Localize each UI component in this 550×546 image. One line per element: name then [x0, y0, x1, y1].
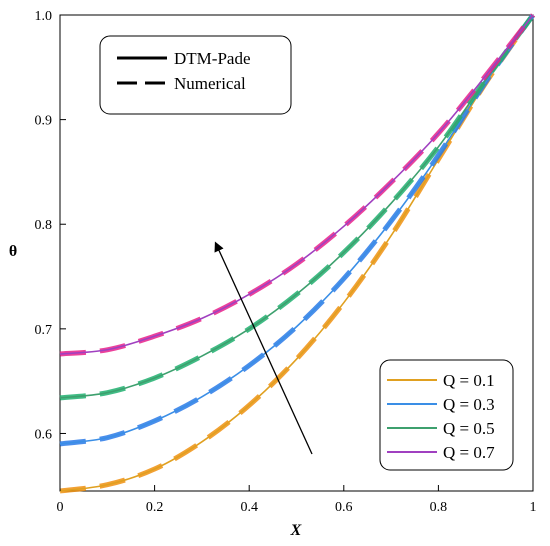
y-tick-label: 0.8: [35, 218, 53, 233]
style-legend-label-numerical: Numerical: [174, 74, 246, 93]
ticks-layer: 0 0.2 0.4 0.6 0.8 1 0.6 0.7 0.8 0.9 1.0: [35, 9, 537, 515]
x-tick-label: 0.2: [146, 500, 164, 515]
dtm-pade-line-2: [59, 14, 534, 445]
y-tick-label: 0.7: [35, 323, 53, 338]
legend-label-1: Q = 0.1: [443, 371, 495, 390]
style-legend: DTM-Pade Numerical: [99, 35, 292, 115]
x-tick-label: 0.4: [240, 500, 258, 515]
style-legend-label-dtm: DTM-Pade: [174, 49, 250, 68]
legend-label-3: Q = 0.5: [443, 419, 495, 438]
x-tick-label: 0.8: [430, 500, 448, 515]
increase-arrow: [214, 241, 313, 455]
y-tick-label: 0.6: [35, 427, 53, 442]
series-legend-box: [379, 359, 514, 471]
x-tick-label: 1: [530, 500, 537, 515]
style-legend-box: [99, 35, 292, 115]
legend-label-4: Q = 0.7: [443, 443, 495, 462]
y-tick-label: 0.9: [35, 114, 53, 129]
series-legend-items: Q = 0.1 Q = 0.3 Q = 0.5 Q = 0.7: [387, 371, 495, 462]
x-tick-label: 0: [57, 500, 64, 515]
series-layer: [59, 13, 536, 494]
series-legend: Q = 0.1 Q = 0.3 Q = 0.5 Q = 0.7: [379, 359, 514, 471]
y-tick-label: 1.0: [35, 9, 53, 24]
dtm-pade-line-4: [59, 14, 534, 355]
x-tick-label: 0.6: [335, 500, 353, 515]
legend-label-2: Q = 0.3: [443, 395, 495, 414]
x-axis-label: X: [290, 522, 302, 539]
y-axis-label: θ: [9, 243, 17, 260]
dtm-pade-line-3: [59, 14, 534, 399]
